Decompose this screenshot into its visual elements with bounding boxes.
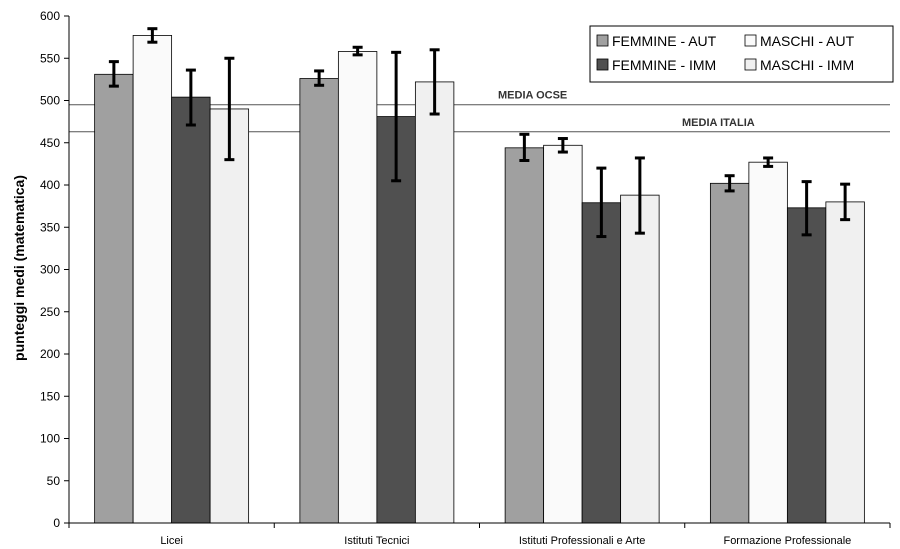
y-tick-label: 150 xyxy=(40,389,60,403)
legend: FEMMINE - AUT MASCHI - AUT FEMMINE - IMM MA… xyxy=(589,25,894,83)
legend-box xyxy=(589,25,894,83)
y-axis-title: punteggi medi (matematica) xyxy=(11,175,27,361)
reference-line-label: MEDIA OCSE xyxy=(498,90,567,102)
bar xyxy=(504,147,545,524)
bar xyxy=(414,81,455,524)
bar xyxy=(94,73,134,524)
bar xyxy=(209,108,250,524)
legend-swatch xyxy=(596,34,609,47)
legend-label: MASCHI - IMM xyxy=(760,57,854,73)
y-tick-label: 250 xyxy=(40,305,60,319)
legend-label: FEMMINE - IMM xyxy=(612,57,716,73)
reference-lines: MEDIA OCSE MEDIA ITALIA xyxy=(69,90,890,133)
legend-label: FEMMINE - AUT xyxy=(612,33,717,49)
bars xyxy=(94,35,865,524)
x-tick-label: Formazione Professionale xyxy=(723,535,851,547)
bar xyxy=(581,202,622,524)
legend-swatch xyxy=(744,34,757,47)
bar xyxy=(299,78,339,524)
legend-label: MASCHI - AUT xyxy=(760,33,855,49)
bar xyxy=(709,182,750,524)
y-tick-label: 600 xyxy=(40,9,60,23)
bar xyxy=(620,194,660,524)
y-tick-label: 350 xyxy=(40,220,60,234)
y-tick-label: 450 xyxy=(40,136,60,150)
x-tick-label: Licei xyxy=(160,535,183,547)
y-tick-label: 400 xyxy=(40,178,60,192)
y-tick-label: 200 xyxy=(40,347,60,361)
bar xyxy=(825,201,865,524)
bar xyxy=(543,144,583,524)
y-tick-label: 500 xyxy=(40,94,60,108)
y-tick-label: 300 xyxy=(40,263,60,277)
axes: Licei Istituti Tecnici Istituti Profession… xyxy=(40,9,891,547)
bar xyxy=(171,96,211,524)
legend-swatch xyxy=(744,58,757,71)
bar xyxy=(748,161,788,524)
bar xyxy=(337,51,378,524)
reference-line-label: MEDIA ITALIA xyxy=(682,117,755,129)
y-tick-label: 0 xyxy=(53,516,60,530)
bar xyxy=(376,116,416,524)
error-bars xyxy=(108,27,851,239)
y-tick-label: 100 xyxy=(40,432,60,446)
bar xyxy=(132,35,173,524)
y-tick-label: 550 xyxy=(40,51,60,65)
legend-swatch xyxy=(596,58,609,71)
x-tick-label: Istituti Professionali e Arte xyxy=(519,535,646,547)
bar xyxy=(786,207,827,524)
x-tick-label: Istituti Tecnici xyxy=(344,535,409,547)
y-tick-label: 50 xyxy=(47,474,61,488)
